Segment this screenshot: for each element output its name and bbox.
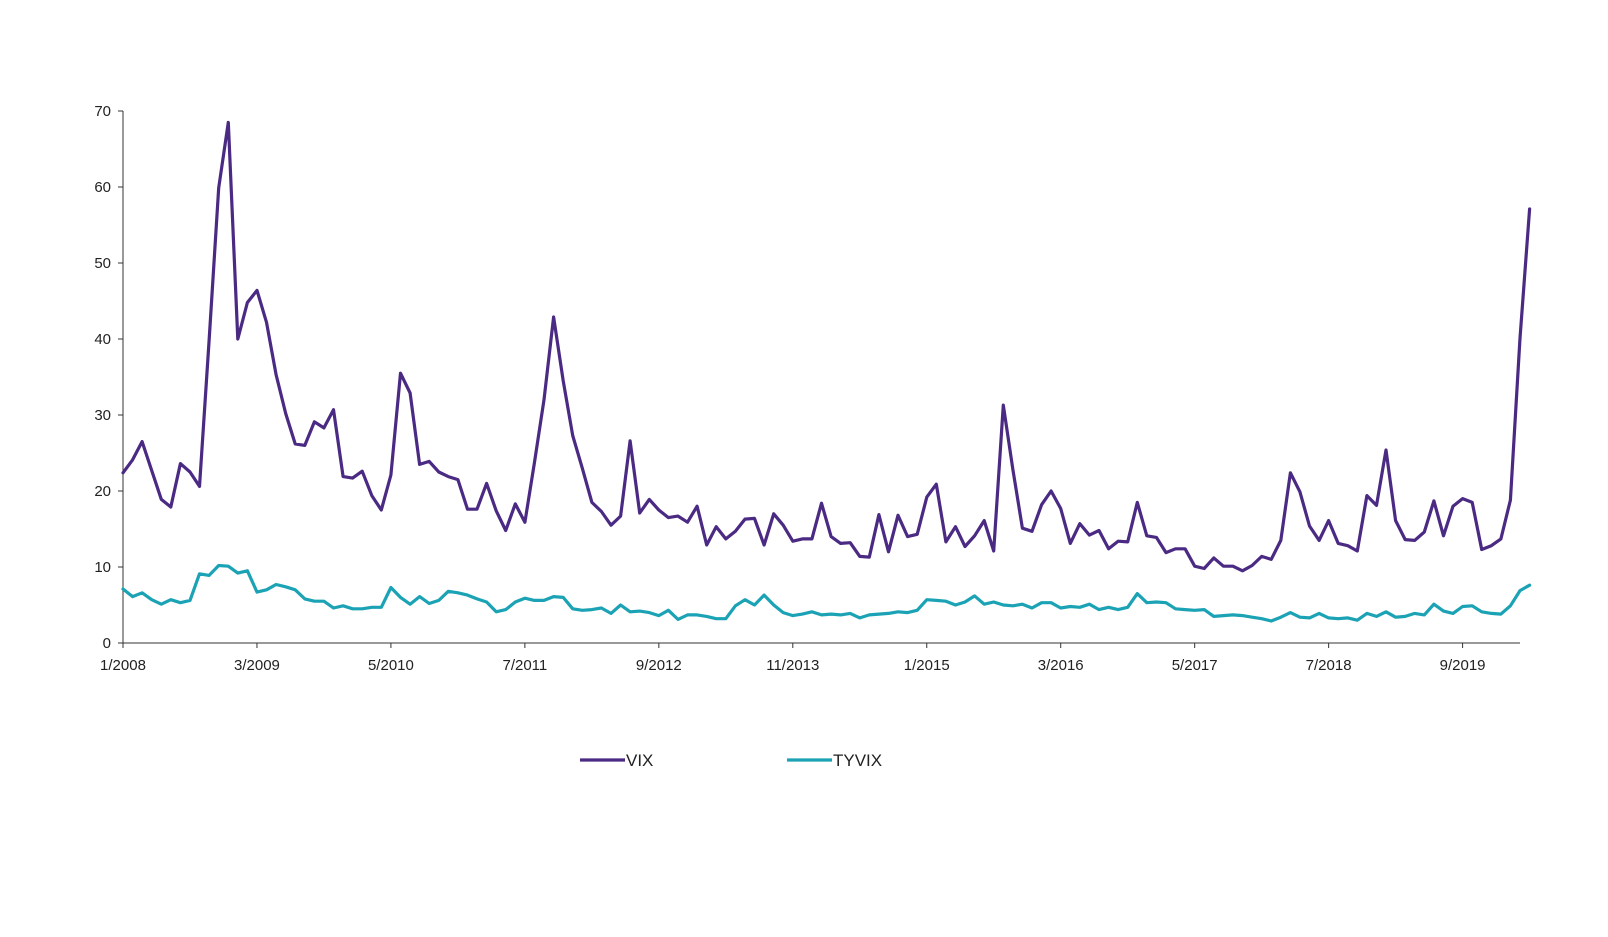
series-line-vix	[121, 120, 1532, 573]
x-tick-label: 5/2010	[368, 657, 414, 674]
legend-label: VIX	[626, 751, 653, 770]
x-tick-label: 1/2015	[904, 657, 950, 674]
x-tick-label: 9/2019	[1440, 657, 1486, 674]
x-tick-label: 11/2013	[766, 657, 819, 674]
x-tick-label: 3/2016	[1038, 657, 1084, 674]
legend-label: TYVIX	[833, 751, 882, 770]
x-tick-label: 7/2011	[502, 657, 547, 674]
legend-item-tyvix: TYVIX	[787, 751, 882, 770]
chart-series	[121, 120, 1532, 623]
chart-legend: VIX TYVIX	[580, 751, 882, 770]
legend-item-vix: VIX	[580, 751, 653, 770]
y-tick-label: 70	[94, 103, 111, 120]
x-tick-label: 3/2009	[234, 657, 280, 674]
y-tick-label: 50	[94, 255, 111, 272]
x-tick-label: 1/2008	[100, 657, 146, 674]
y-tick-label: 40	[94, 331, 111, 348]
x-tick-label: 9/2012	[636, 657, 682, 674]
y-tick-label: 20	[94, 483, 111, 500]
y-tick-label: 30	[94, 407, 111, 424]
y-tick-label: 0	[103, 635, 111, 652]
chart-axes: 0 10 20 30 40 50 60 70 1/2008 3/2009 5/2010 7/2011 9…	[94, 103, 1520, 674]
x-tick-label: 5/2017	[1172, 657, 1218, 674]
series-line-tyvix	[121, 563, 1532, 623]
x-tick-label: 7/2018	[1306, 657, 1352, 674]
y-tick-label: 10	[94, 559, 111, 576]
y-tick-label: 60	[94, 179, 111, 196]
